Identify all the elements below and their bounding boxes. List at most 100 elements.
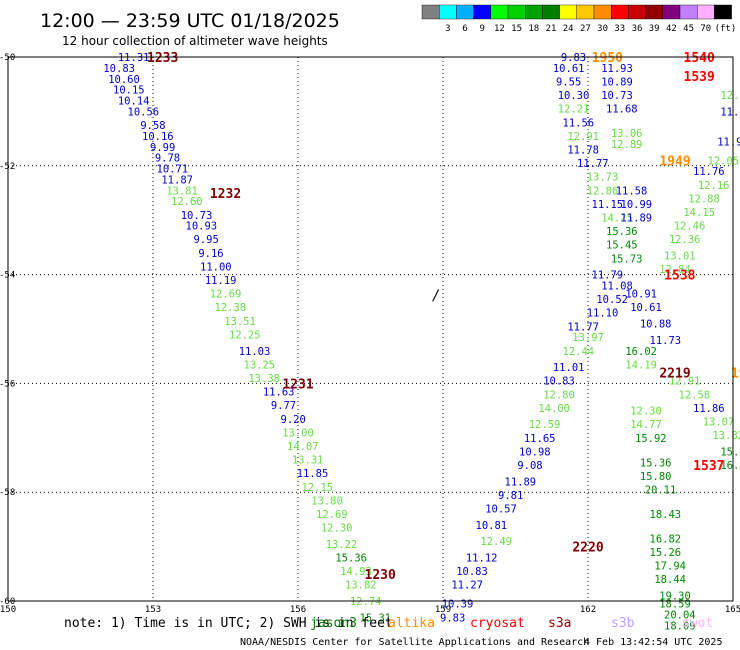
data-point-label: 12.25: [229, 329, 261, 341]
data-point-label: 12.84: [659, 264, 691, 276]
data-point-label: 15.7: [720, 446, 740, 458]
data-point-label: 12.80: [543, 389, 575, 401]
data-point-label: 9.83: [561, 52, 586, 64]
series-altika: 9.8310.619.5510.3012.2111.5612.9111.7811…: [553, 52, 696, 632]
data-point-label: 10.57: [485, 504, 517, 516]
data-point-label: 15.26: [650, 547, 682, 559]
data-point-label: 12.69: [210, 289, 242, 301]
data-point-label: 18.59: [659, 599, 691, 611]
data-point-label: 9.81: [498, 490, 523, 502]
x-tick-label: 165: [725, 605, 740, 615]
legend-value: 18: [528, 24, 539, 34]
data-point-label: 9.83: [440, 612, 465, 624]
plot-frame: [7, 56, 734, 602]
time-labels: 1233 1232 1231 1230 2220 2219 1950 1949 194 1540 1…: [147, 51, 740, 583]
data-point-label: 14.25: [601, 212, 633, 224]
satellite-s3a: s3a: [548, 616, 571, 631]
data-point-label: 15.36: [606, 226, 638, 238]
data-point-label: 9.55: [556, 76, 581, 88]
data-point-label: 9.95: [194, 234, 219, 246]
data-point-label: 10.52: [596, 294, 628, 306]
time-label: 1539: [684, 70, 715, 85]
data-point-label: 11.86: [693, 403, 725, 415]
data-point-label: 15.31: [360, 612, 392, 624]
data-point-label: 11.85: [297, 468, 329, 480]
legend-swatch: [507, 4, 526, 20]
data-point-label: 11.63: [263, 387, 295, 399]
data-point-label: 18.43: [650, 509, 682, 521]
y-tick-label: -60: [0, 597, 15, 607]
data-point-label: 14.07: [287, 441, 319, 453]
data-point-label: 12.46: [674, 221, 706, 233]
data-point-label: 11.93: [601, 63, 633, 75]
time-label: 1538: [664, 269, 695, 284]
data-point-label: 11.03: [239, 346, 271, 358]
data-point-label: 12.59: [529, 419, 561, 431]
data-point-label: 13.73: [587, 172, 619, 184]
data-point-label: 11.68: [606, 104, 638, 116]
data-point-label: 14.00: [538, 403, 570, 415]
data-point-label: 10.71: [157, 164, 189, 176]
series-jason3: 11.3110.8310.6010.1510.1410.569.5810.169…: [103, 52, 391, 624]
legend-value: 30: [597, 24, 608, 34]
legend-unit: (ft): [715, 24, 737, 34]
data-point-label: 12.36: [669, 234, 701, 246]
data-point-label: 10.14: [118, 96, 150, 108]
data-point-label: 11.73: [650, 335, 682, 347]
data-point-label: 13.82: [345, 580, 377, 592]
data-point-label: 12.88: [688, 193, 720, 205]
legend-value: 39: [649, 24, 660, 34]
time-label: 1540: [684, 51, 715, 66]
satellite-cryosat: cryosat: [470, 616, 525, 631]
footer-credit: NOAA/NESDIS Center for Satellite Applica…: [240, 637, 589, 648]
x-tick-label: 153: [145, 605, 161, 615]
data-point-label: 10.56: [128, 106, 160, 118]
data-point-label: 13.31: [292, 455, 324, 467]
data-point-label: 11.15: [592, 199, 624, 211]
legend-swatch: [473, 4, 492, 20]
time-label: 1233: [147, 51, 178, 66]
legend-value: 15: [511, 24, 522, 34]
data-points: 11.3110.8310.6010.1510.1410.569.5810.169…: [103, 52, 740, 632]
data-point-label: 10.93: [186, 221, 218, 233]
data-point-label: 19.30: [659, 591, 691, 603]
legend-value: 12: [494, 24, 505, 34]
data-point-label: 15.80: [640, 471, 672, 483]
data-point-label: 13.80: [311, 495, 343, 507]
data-point-label: 11.12: [466, 552, 498, 564]
data-point-label: 12.30: [630, 406, 662, 418]
legend-value: 70: [700, 24, 711, 34]
data-point-label: 10.99: [621, 199, 653, 211]
data-point-label: 11.89: [505, 476, 537, 488]
legend-swatch: [576, 4, 595, 20]
data-point-label: 10.73: [181, 210, 213, 222]
data-point-label: 9.77: [271, 400, 296, 412]
data-point-label: 13.25: [244, 359, 276, 371]
data-point-label: 12.38: [215, 302, 247, 314]
data-point-label: 10.81: [476, 520, 508, 532]
x-tick-label: 162: [580, 605, 596, 615]
data-point-label: 11.56: [563, 117, 595, 129]
data-point-label: 10.15: [113, 85, 145, 97]
data-point-label: 12.15: [302, 482, 334, 494]
satellite-swot: swot: [682, 616, 713, 631]
satellite-legend: jason3 altika cryosat s3a s3b swot: [310, 616, 713, 631]
time-label: 1537: [693, 459, 724, 474]
legend-value: 3: [445, 24, 450, 34]
legend-swatch: [679, 4, 698, 20]
data-point-label: 11.58: [616, 185, 648, 197]
legend-value: 27: [580, 24, 591, 34]
data-point-label: 10.61: [553, 63, 585, 75]
time-label: 1950: [592, 51, 623, 66]
data-point-label: 11.65: [524, 433, 556, 445]
data-point-label: 11.00: [200, 261, 232, 273]
data-point-label: 16.9: [720, 460, 740, 472]
data-point-label: 14.77: [630, 419, 662, 431]
data-point-label: 11.77: [577, 158, 609, 170]
plot-border: [7, 56, 734, 602]
data-point-label: 15.36: [335, 552, 367, 564]
time-label: 1231: [282, 377, 313, 392]
data-point-label: 11.89: [621, 212, 653, 224]
